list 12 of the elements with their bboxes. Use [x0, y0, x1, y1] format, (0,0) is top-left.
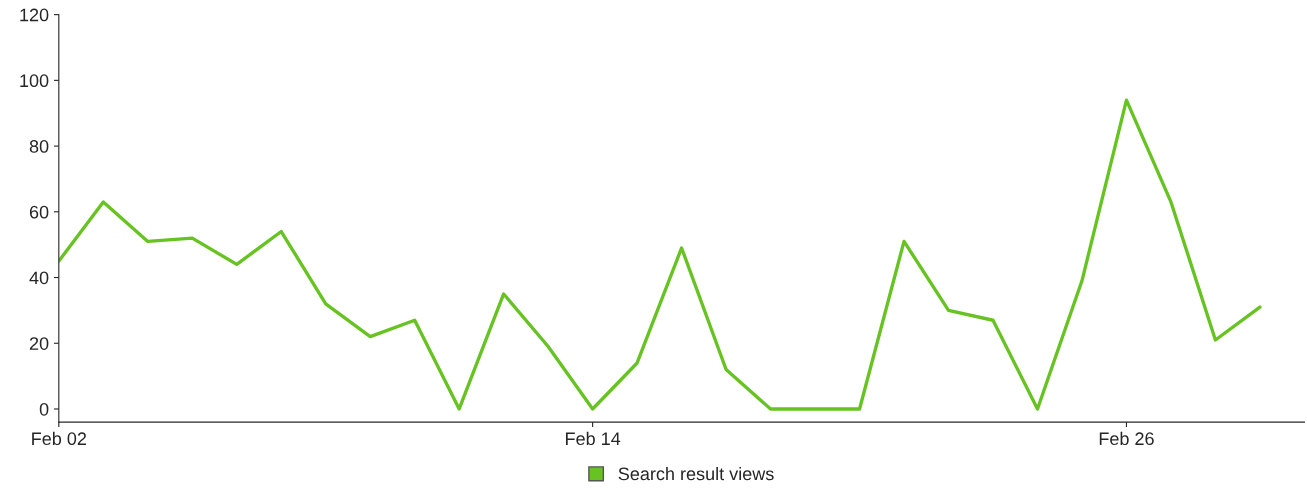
y-tick-label: 20	[29, 337, 49, 350]
line-series	[58, 98, 1262, 411]
y-tick-label: 100	[20, 74, 49, 88]
x-tick-label: Feb 02	[32, 431, 87, 446]
y-tick-label: 0	[39, 402, 49, 416]
legend-label: Search result views	[618, 466, 774, 481]
x-tick-label: Feb 14	[566, 431, 621, 446]
y-tick-label: 120	[20, 8, 49, 22]
y-tick-label: 60	[29, 205, 49, 219]
y-tick-label: 80	[29, 140, 49, 153]
x-tick-label: Feb 26	[1099, 431, 1154, 446]
y-tick-label: 40	[29, 271, 49, 285]
